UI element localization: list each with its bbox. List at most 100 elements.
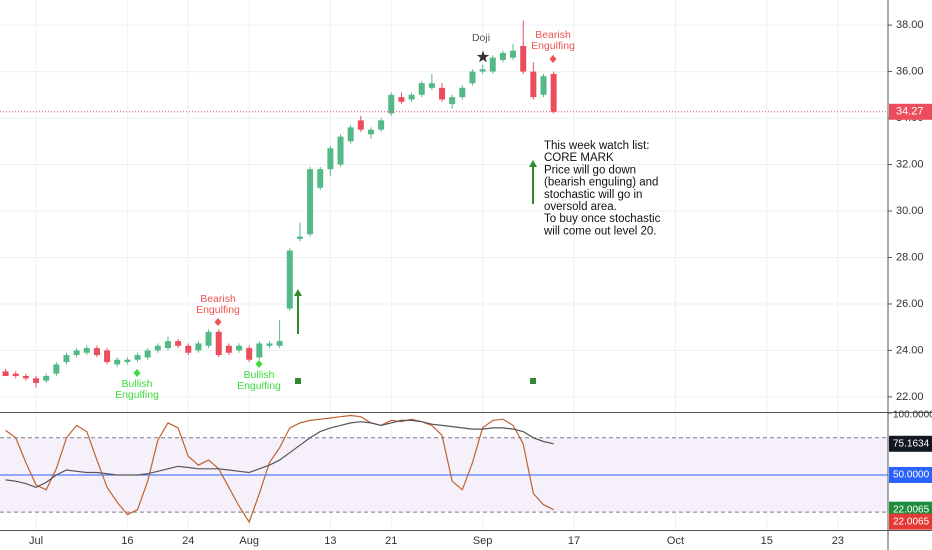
doji-star: [476, 50, 490, 63]
candle-body: [144, 350, 151, 358]
candle-body: [256, 343, 263, 358]
y-tick-label: 38.00: [896, 19, 924, 31]
y-tick-label: 30.00: [896, 205, 924, 217]
candle-body: [134, 355, 141, 360]
candle-body: [317, 169, 324, 188]
x-tick-label: Oct: [667, 535, 684, 547]
x-tick-label: 15: [761, 535, 773, 547]
candle-body: [296, 236, 303, 239]
annotation-text: Bullish: [244, 369, 275, 381]
note-text: Price will go down: [544, 164, 636, 176]
candle-body: [367, 129, 374, 135]
candle-body: [550, 73, 557, 112]
signal-square: [295, 378, 301, 384]
y-tick-label: 22.00: [896, 391, 924, 403]
candle-body: [104, 350, 111, 363]
stoch-line: [5, 419, 554, 489]
candle-body: [93, 348, 100, 356]
axis-background: [888, 0, 932, 550]
candle-body: [357, 120, 364, 130]
x-tick-label: 21: [385, 535, 397, 547]
signal-square: [530, 378, 536, 384]
candle-body: [164, 341, 171, 349]
candle-body: [510, 50, 517, 58]
value-label-box: [889, 435, 932, 452]
candle-body: [439, 87, 446, 100]
candle-body: [327, 148, 334, 170]
candle-body: [124, 359, 131, 363]
note-text: will come out level 20.: [543, 225, 657, 237]
pattern-diamond: [255, 360, 263, 368]
candle-body: [469, 71, 476, 84]
signal-arrows: [294, 160, 537, 384]
candle-body: [195, 343, 202, 351]
candle-body: [236, 345, 243, 351]
annotation-text: Bullish: [122, 378, 153, 390]
y-tick-label: 24.00: [896, 344, 924, 356]
y-tick-label: 26.00: [896, 298, 924, 310]
candle-body: [73, 350, 80, 356]
candle-body: [307, 169, 314, 235]
candle-body: [266, 343, 273, 346]
value-label: 75.1634: [893, 438, 930, 449]
candle-body: [114, 359, 121, 365]
candle-body: [2, 371, 9, 376]
x-tick-label: Sep: [473, 535, 493, 547]
x-tick-label: 23: [832, 535, 844, 547]
candle-body: [337, 136, 344, 165]
candle-body: [63, 355, 70, 363]
annotation-text: Engulfing: [237, 380, 281, 392]
candle-body: [418, 83, 425, 95]
stoch-line: [5, 414, 554, 524]
candle-body: [215, 331, 222, 356]
y-tick-label: 100.0000: [893, 410, 932, 421]
candle-body: [398, 97, 405, 102]
candle-body: [530, 71, 537, 98]
note-text: oversold area.: [544, 201, 617, 213]
x-tick-label: 16: [121, 535, 133, 547]
candle-body: [246, 348, 253, 360]
y-tick-label: 36.00: [896, 65, 924, 77]
annotation-text: Engulfing: [196, 304, 240, 316]
annotation-text: Engulfing: [115, 389, 159, 401]
candle-body: [408, 94, 415, 100]
candle-body: [43, 375, 50, 381]
y-tick-label: 32.00: [896, 158, 924, 170]
candle-body: [540, 76, 547, 95]
x-tick-label: 24: [182, 535, 194, 547]
candle-body: [205, 331, 212, 346]
pattern-diamond: [133, 369, 141, 377]
candle-body: [459, 87, 466, 98]
candle-body: [378, 120, 385, 130]
candle-body: [12, 373, 19, 376]
value-label: 22.0065: [893, 516, 930, 527]
x-tick-label: Aug: [239, 535, 259, 547]
candle-body: [22, 375, 29, 379]
note-text: CORE MARK: [544, 152, 614, 164]
candle-body: [449, 97, 456, 105]
value-label-box: [889, 513, 932, 530]
price-label: 34.27: [896, 106, 924, 118]
candle-body: [83, 348, 90, 353]
candle-body: [175, 341, 182, 346]
candle-body: [286, 250, 293, 309]
plot: Doji BearishEngulfingBearishEngulfingBull…: [0, 20, 888, 524]
candle-body: [388, 94, 395, 114]
level-label: 50.0000: [893, 470, 930, 481]
note-text: (bearish enguling) and: [544, 177, 658, 189]
arrow-head: [294, 289, 302, 296]
value-label: 22.0065: [893, 504, 930, 515]
annotation-text: Bearish: [535, 29, 571, 41]
note-text: To buy once stochastic: [544, 213, 661, 225]
candle-body: [479, 69, 486, 72]
annotation-text: Engulfing: [531, 40, 575, 52]
candle-body: [53, 364, 60, 374]
pattern-diamond: [549, 55, 557, 63]
x-tick-label: 13: [324, 535, 336, 547]
candle-body: [499, 52, 506, 60]
price-label-box: [889, 103, 932, 120]
candle-body: [489, 57, 496, 72]
candle-body: [225, 345, 232, 353]
candle-body: [347, 127, 354, 142]
note-text: This week watch list:: [544, 140, 649, 152]
